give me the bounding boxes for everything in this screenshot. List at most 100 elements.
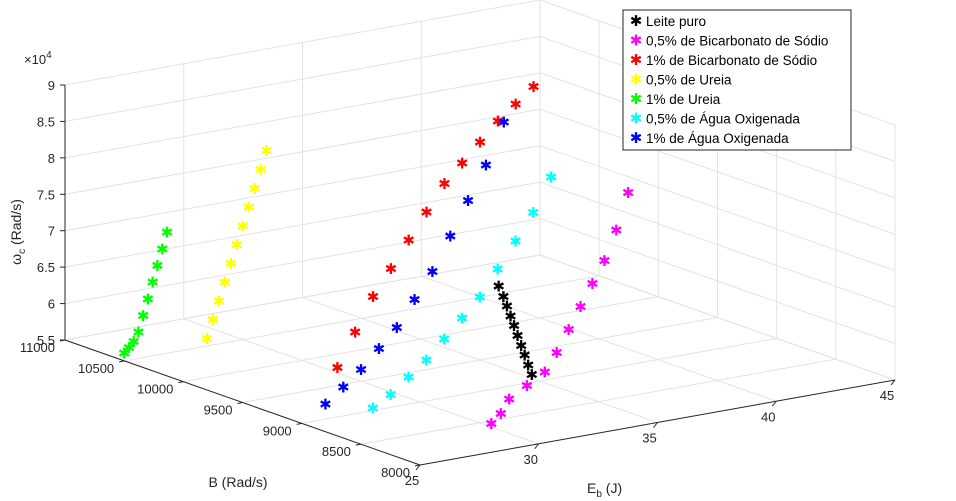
y-tick-label: 10000	[137, 382, 173, 397]
y-tick-label: 10500	[78, 361, 114, 376]
x-tick-label: 30	[524, 452, 538, 467]
y-axis-title: B (Rad/s)	[208, 474, 267, 490]
series-6: ✱✱✱✱✱✱✱✱✱✱✱	[367, 169, 558, 418]
data-point: ✱	[219, 274, 232, 292]
data-point: ✱	[456, 310, 469, 328]
data-point: ✱	[349, 323, 362, 341]
y-tick-mark	[237, 402, 243, 404]
data-point: ✱	[521, 377, 534, 395]
data-point: ✱	[509, 95, 522, 113]
data-point: ✱	[402, 232, 415, 250]
data-point: ✱	[492, 278, 505, 296]
data-point: ✱	[142, 290, 155, 308]
side-wall-grid-line	[539, 254, 896, 381]
data-point: ✱	[480, 156, 493, 174]
data-point: ✱	[260, 142, 273, 160]
z-tick-label: 8	[48, 151, 55, 166]
series-2: ✱✱✱✱✱✱✱✱✱✱✱✱	[485, 184, 634, 433]
data-point: ✱	[501, 298, 514, 316]
y-tick-mark	[355, 443, 361, 446]
data-point: ✱	[236, 217, 249, 235]
data-point: ✱	[146, 274, 159, 292]
data-point: ✱	[231, 236, 244, 254]
data-point: ✱	[390, 319, 403, 337]
x-tick-label: 35	[642, 431, 656, 446]
back-wall-grid-line	[64, 181, 541, 268]
floor-grid-line	[124, 275, 600, 362]
y-tick-label: 9500	[204, 403, 233, 418]
data-point: ✱	[426, 263, 439, 281]
data-point: ✱	[438, 331, 451, 349]
legend-box	[622, 9, 852, 151]
back-wall-grid-line	[64, 0, 541, 86]
legend-marker: ✱	[630, 32, 643, 50]
data-point: ✱	[331, 359, 344, 377]
data-point: ✱	[367, 400, 380, 418]
series-4: ✱✱✱✱✱✱✱✱✱✱✱	[201, 142, 273, 348]
x-tick-label: 45	[880, 388, 894, 403]
data-point: ✱	[492, 113, 505, 131]
legend-marker: ✱	[630, 129, 643, 147]
data-point: ✱	[156, 240, 169, 258]
data-point: ✱	[207, 311, 220, 329]
data-point: ✱	[491, 261, 504, 279]
back-wall-grid-line	[64, 254, 541, 341]
legend-label: 0,5% de Bicarbonato de Sódio	[646, 34, 828, 49]
data-point: ✱	[373, 340, 386, 358]
side-wall-grid-line	[539, 145, 896, 272]
data-point: ✱	[504, 307, 517, 325]
data-point: ✱	[503, 391, 516, 409]
data-point: ✱	[456, 154, 469, 172]
data-point: ✱	[586, 275, 599, 293]
data-point: ✱	[254, 161, 267, 179]
data-point: ✱	[127, 333, 140, 351]
y-tick-label: 11000	[20, 340, 55, 355]
data-point: ✱	[525, 366, 538, 384]
data-point: ✱	[444, 227, 457, 245]
y-tick-mark	[414, 464, 421, 467]
series-3: ✱✱✱✱✱✱✱✱✱✱✱✱	[331, 78, 540, 377]
y-tick-mark	[296, 422, 302, 425]
data-point: ✱	[420, 351, 433, 369]
data-point: ✱	[118, 345, 131, 363]
z-tick-label: 6.5	[37, 260, 55, 275]
x-tick-mark	[771, 400, 777, 407]
back-wall-grid-line	[64, 218, 541, 305]
data-point: ✱	[539, 363, 552, 381]
data-point: ✱	[337, 378, 350, 396]
data-point: ✱	[610, 222, 623, 240]
z-axis-title: ωc (Rad/s)	[8, 199, 28, 265]
data-point: ✱	[438, 175, 451, 193]
data-point: ✱	[550, 344, 563, 362]
data-point: ✱	[355, 361, 368, 379]
z-exponent-base: ×10	[24, 52, 46, 67]
legend-label: 1% de Ureia	[646, 92, 721, 107]
z-axis-title-main: ω	[8, 254, 24, 265]
data-point: ✱	[527, 78, 540, 96]
x-tick-label: 40	[761, 409, 775, 424]
data-point: ✱	[384, 386, 397, 404]
data-point: ✱	[515, 337, 528, 355]
side-wall-grid-line	[539, 218, 896, 345]
back-wall-grid-line	[64, 108, 541, 195]
z-tick-label: 6	[48, 297, 55, 312]
y-tick-mark	[119, 360, 125, 363]
legend-entries: ✱ Leite puro✱ 0,5% de Bicarbonato de Sódio…	[630, 12, 829, 147]
floor-grid-line	[301, 337, 777, 424]
data-point: ✱	[508, 317, 521, 335]
legend-marker: ✱	[630, 71, 643, 89]
legend-marker: ✱	[630, 90, 643, 108]
back-wall-grid-line	[64, 72, 541, 159]
data-point: ✱	[201, 330, 214, 348]
x-tick-mark	[890, 379, 896, 386]
z-exponent-label: ×104	[24, 50, 52, 67]
data-point: ✱	[522, 356, 535, 374]
data-point: ✱	[385, 260, 398, 278]
data-point: ✱	[598, 252, 611, 270]
data-point: ✱	[509, 232, 522, 250]
data-point: ✱	[132, 324, 145, 342]
data-point: ✱	[527, 204, 540, 222]
y-tick-label: 8000	[381, 465, 410, 480]
series-7: ✱✱✱✱✱✱✱✱✱✱✱	[319, 114, 510, 414]
